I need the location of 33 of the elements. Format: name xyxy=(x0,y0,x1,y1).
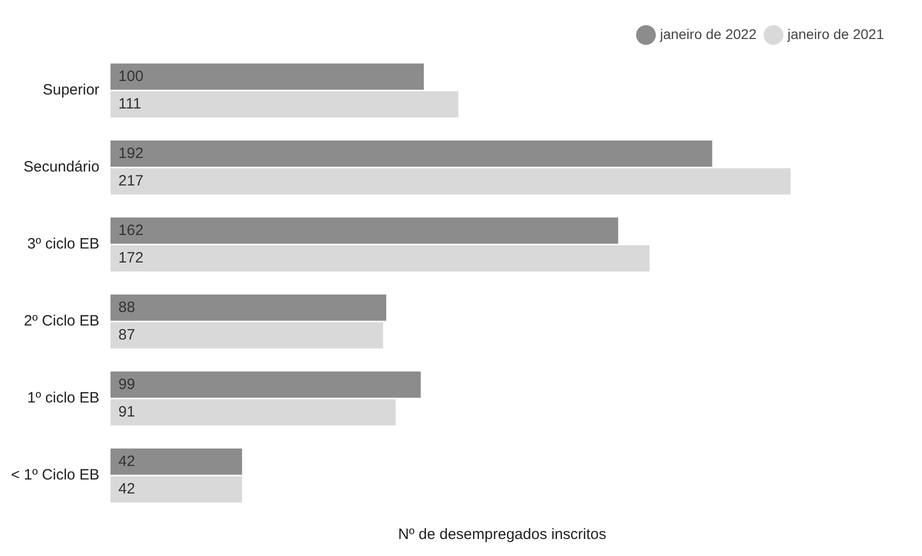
legend-label: janeiro de 2021 xyxy=(786,26,884,42)
bar xyxy=(110,448,242,475)
y-tick-label: Secundário xyxy=(24,158,100,176)
bar xyxy=(110,63,424,90)
data-label: 172 xyxy=(118,250,144,266)
bar xyxy=(110,371,421,398)
bar xyxy=(110,245,650,272)
y-tick-label: 1º ciclo EB xyxy=(27,390,100,407)
data-label: 42 xyxy=(118,452,136,470)
data-label: 100 xyxy=(118,68,144,85)
bar xyxy=(110,168,791,195)
data-label: 91 xyxy=(118,404,136,420)
bar xyxy=(110,399,396,426)
bar xyxy=(110,140,712,167)
data-label: 42 xyxy=(118,480,136,498)
data-label: 111 xyxy=(118,96,142,112)
bar xyxy=(110,217,618,244)
y-tick-label: 3º ciclo EB xyxy=(27,236,100,253)
y-tick-label: 2º Ciclo EB xyxy=(24,312,100,330)
y-tick-label: Superior xyxy=(42,82,100,99)
y-tick-label: < 1º Ciclo EB xyxy=(10,466,100,484)
bar xyxy=(110,294,386,321)
bar xyxy=(110,322,384,349)
data-label: 99 xyxy=(118,376,136,393)
data-label: 192 xyxy=(118,144,144,162)
bar xyxy=(110,476,242,503)
data-label: 87 xyxy=(118,326,136,344)
data-label: 162 xyxy=(118,222,144,239)
legend-label: janeiro de 2022 xyxy=(658,26,757,42)
bar xyxy=(110,91,458,118)
data-label: 88 xyxy=(118,298,136,316)
data-label: 217 xyxy=(118,172,144,190)
x-axis-title: Nº de desempregados inscritos xyxy=(398,526,606,544)
